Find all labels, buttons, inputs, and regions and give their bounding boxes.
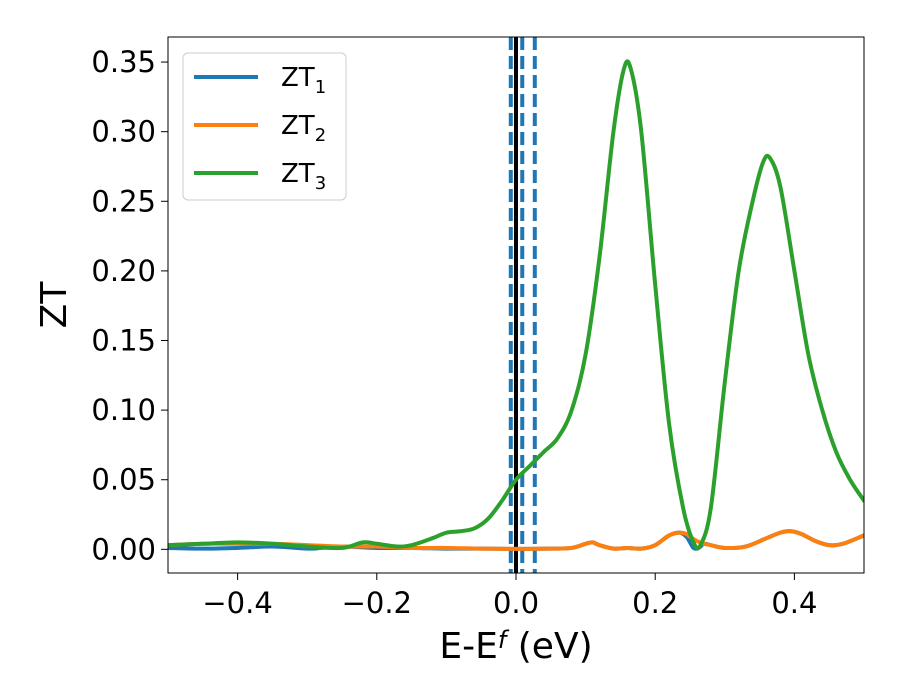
y-tick-label: 0.25 (91, 184, 156, 218)
x-tick-label: −0.2 (342, 586, 412, 620)
x-tick-label: 0.0 (493, 586, 539, 620)
y-tick-label: 0.30 (91, 115, 156, 149)
legend-label-zt1: ZT1 (281, 63, 326, 98)
y-axis: 0.00 0.05 0.10 0.15 0.20 0.25 0.30 0.35 (91, 45, 168, 566)
legend-label-zt3: ZT3 (281, 159, 326, 194)
series-line-zt3 (168, 59, 864, 551)
x-tick-label: −0.4 (202, 586, 272, 620)
x-axis-label-unit: (eV) (506, 626, 592, 667)
legend-box (182, 52, 347, 201)
y-tick-label: 0.20 (91, 254, 156, 288)
legend: ZT1 ZT2 ZT3 (182, 52, 347, 201)
y-tick-label: 0.00 (91, 532, 156, 566)
series-layer (168, 59, 864, 551)
y-tick-label: 0.10 (91, 393, 156, 427)
x-tick-label: 0.2 (632, 586, 678, 620)
y-tick-label: 0.15 (91, 324, 156, 358)
y-axis-label: ZT (34, 281, 75, 329)
legend-label-zt2: ZT2 (281, 111, 326, 146)
series-line-zt2 (168, 529, 864, 551)
x-axis-label: E-Ef (eV) (439, 626, 592, 667)
y-tick-label: 0.35 (91, 45, 156, 79)
x-axis: −0.4 −0.2 0.0 0.2 0.4 (202, 573, 817, 620)
x-tick-label: 0.4 (771, 586, 817, 620)
y-tick-label: 0.05 (91, 463, 156, 497)
